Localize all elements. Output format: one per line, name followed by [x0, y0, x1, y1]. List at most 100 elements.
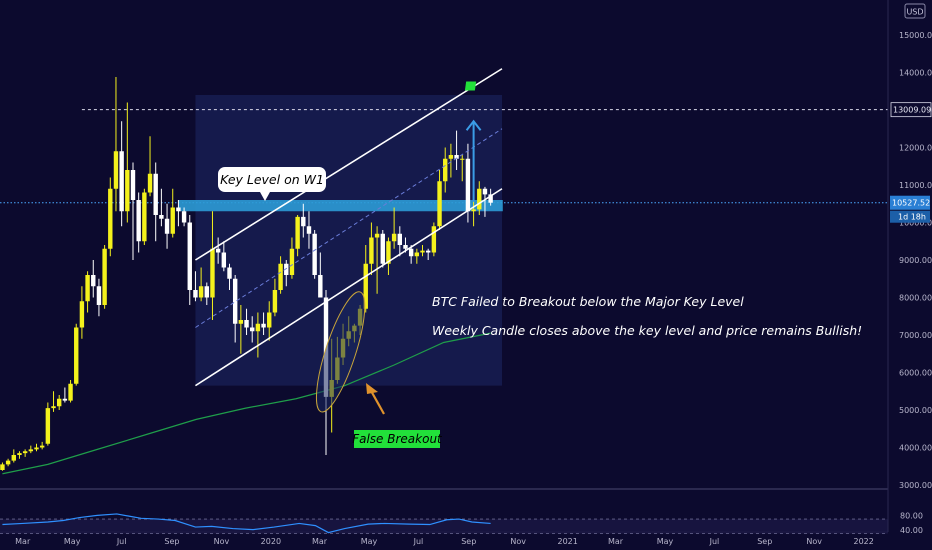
- candle-body: [284, 263, 289, 275]
- candle-body: [267, 312, 272, 328]
- last-price-label: 10527.52: [892, 199, 930, 208]
- candle-body: [369, 237, 374, 264]
- candle: [431, 222, 437, 257]
- time-tick-label: Nov: [510, 537, 526, 546]
- candle: [170, 188, 175, 238]
- candle: [85, 271, 90, 313]
- price-tick-label: 15000.00: [899, 31, 932, 40]
- candle-body: [244, 320, 249, 328]
- candle: [425, 248, 431, 260]
- candle-body: [136, 200, 141, 242]
- time-tick-label: May: [64, 537, 81, 546]
- candle-body: [34, 447, 39, 450]
- last-price-tag: [890, 195, 930, 210]
- false-breakout-arrow-shaft: [369, 388, 385, 415]
- channel-mid-line: [195, 128, 503, 328]
- candle: [159, 188, 164, 227]
- candle-body: [278, 263, 283, 290]
- candle-body: [215, 248, 221, 253]
- candle: [57, 395, 62, 410]
- price-axis-panel: [888, 0, 932, 550]
- candle: [96, 278, 102, 317]
- candle: [11, 449, 16, 463]
- false-breakout-box: [354, 430, 440, 448]
- candle: [278, 256, 283, 294]
- candle: [147, 136, 153, 197]
- rsi-tick-label: 40.00: [900, 526, 923, 535]
- candle-body: [408, 248, 414, 257]
- candles-layer: [0, 77, 493, 471]
- time-tick-label: Jul: [709, 537, 720, 546]
- candle: [369, 222, 374, 275]
- candle-body: [312, 233, 317, 275]
- time-tick-label: Nov: [214, 537, 230, 546]
- candle: [0, 462, 5, 471]
- candle: [91, 260, 96, 298]
- candle: [142, 188, 147, 245]
- candle: [125, 102, 130, 223]
- candle-body: [39, 445, 45, 448]
- price-tick-label: 5000.00: [899, 406, 932, 415]
- candle-body: [198, 286, 204, 298]
- candle: [261, 312, 266, 335]
- candle: [204, 282, 209, 305]
- candle: [420, 245, 425, 257]
- candle: [17, 451, 22, 459]
- candle-body: [232, 278, 238, 324]
- candle-body: [102, 248, 107, 305]
- candle-body: [255, 323, 261, 332]
- candle: [34, 443, 39, 452]
- candle: [482, 186, 488, 217]
- price-tick-label: 10000.00: [899, 219, 932, 228]
- candle: [119, 121, 124, 227]
- candle: [306, 211, 312, 249]
- time-axis[interactable]: Mar May Jul Sep Nov 2020 Mar May Jul Sep Nov 2021 Ma…: [15, 537, 874, 546]
- price-tick-label: 4000.00: [899, 444, 932, 453]
- candle: [284, 260, 289, 287]
- candle-body: [465, 158, 471, 212]
- candle: [221, 241, 227, 272]
- candle: [74, 323, 79, 386]
- price-tick-label: 12000.00: [899, 144, 932, 153]
- price-tick-label: 9000.00: [899, 256, 932, 265]
- time-tick-label: Mar: [608, 537, 624, 546]
- candle: [471, 200, 476, 227]
- false-breakout-label: False Breakout: [352, 432, 443, 446]
- candle: [414, 248, 420, 264]
- candle: [22, 449, 28, 457]
- candle: [198, 267, 204, 302]
- price-axis[interactable]: USD15000.0014000.0013000.0012000.0011000…: [887, 0, 932, 550]
- candle: [51, 391, 56, 412]
- candle-body: [130, 170, 136, 200]
- candle-body: [210, 248, 215, 298]
- target-flag-icon: [464, 81, 477, 91]
- candle: [164, 203, 170, 249]
- countdown-tag: [890, 210, 930, 223]
- candle: [227, 263, 232, 290]
- time-tick-label: Jul: [413, 537, 424, 546]
- candle-body: [193, 290, 198, 298]
- candle: [176, 200, 181, 227]
- candle-body: [119, 151, 124, 212]
- price-tick-label: 6000.00: [899, 369, 932, 378]
- time-tick-label: 2022: [853, 537, 873, 546]
- rsi-line: [2, 513, 491, 534]
- candle-body: [96, 286, 102, 305]
- candle-body: [431, 226, 437, 253]
- candle-body: [147, 173, 153, 193]
- candle-body: [391, 233, 397, 242]
- candle: [102, 245, 107, 309]
- candle-body: [448, 155, 454, 159]
- candle-body: [85, 275, 90, 302]
- candle: [193, 271, 198, 302]
- candle-body: [108, 188, 113, 249]
- candle-body: [318, 275, 323, 298]
- candle: [443, 147, 448, 193]
- candle: [437, 170, 442, 230]
- time-tick-label: May: [657, 537, 674, 546]
- candle: [488, 188, 493, 206]
- candle-body: [272, 290, 278, 313]
- candle: [45, 402, 51, 446]
- candle-body: [289, 248, 295, 275]
